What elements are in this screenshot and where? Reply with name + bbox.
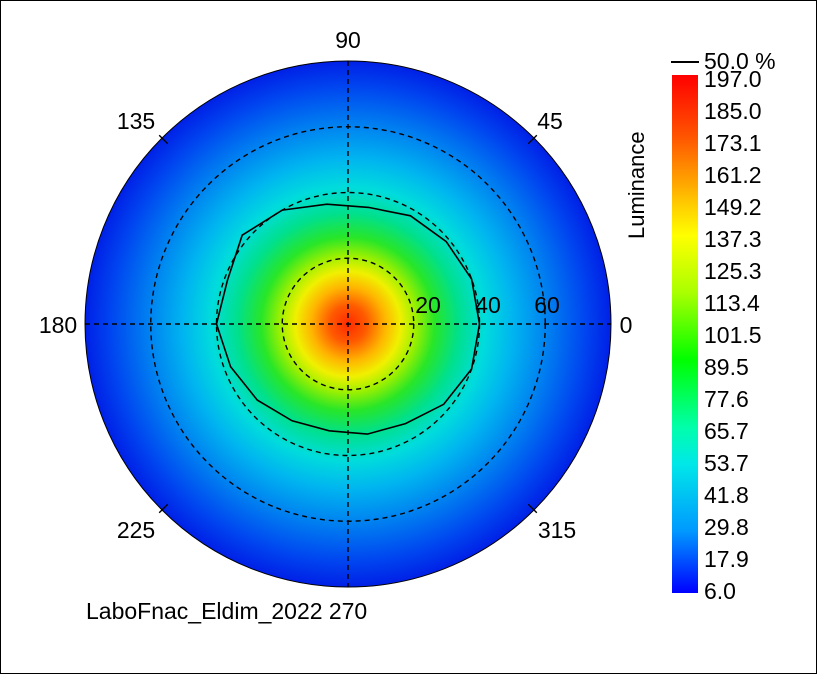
colorbar-tick-1: 185.0	[704, 98, 762, 124]
angle-label-270: 270	[329, 598, 367, 624]
angle-label-135: 135	[117, 108, 155, 134]
angular-tick-labels: 90 135 45 180 0 225 315 270	[39, 27, 633, 624]
colorbar-tick-2: 173.1	[704, 130, 762, 156]
radial-label-40: 40	[475, 292, 501, 318]
colorbar-tick-11: 65.7	[704, 418, 749, 444]
colorbar-tick-3: 161.2	[704, 162, 762, 188]
colorbar-tick-0: 197.0	[704, 66, 762, 92]
radial-label-60: 60	[534, 292, 560, 318]
angle-tick-135	[158, 134, 169, 145]
colorbar-tick-4: 149.2	[704, 194, 762, 220]
colorbar-tick-16: 6.0	[704, 578, 736, 604]
colorbar-tick-8: 101.5	[704, 322, 762, 348]
angle-tick-225	[158, 503, 169, 514]
colorbar-tick-15: 17.9	[704, 546, 749, 572]
angle-label-90: 90	[335, 27, 361, 53]
radial-label-20: 20	[415, 292, 441, 318]
angle-label-315: 315	[538, 517, 576, 543]
polar-grid	[85, 61, 611, 587]
contour-line-50-percent	[215, 203, 481, 435]
grid-circle-40	[215, 191, 481, 457]
colorbar-tick-5: 137.3	[704, 226, 762, 252]
contour-legend-label: 50.0 %	[704, 48, 776, 74]
colorbar-tick-13: 41.8	[704, 482, 749, 508]
colorbar	[672, 75, 698, 593]
colorbar-tick-6: 125.3	[704, 258, 762, 284]
angle-label-225: 225	[117, 517, 155, 543]
colorbar-tick-9: 89.5	[704, 354, 749, 380]
colorbar-label: Luminance	[624, 131, 649, 239]
radial-tick-labels: 20 40 60	[415, 292, 560, 318]
colorbar-tick-14: 29.8	[704, 514, 749, 540]
angle-label-0: 0	[620, 312, 633, 338]
colorbar-tick-10: 77.6	[704, 386, 749, 412]
footnote-label: LaboFnac_Eldim_2022	[86, 598, 323, 624]
colorbar-tick-12: 53.7	[704, 450, 749, 476]
colorbar-tick-labels: 197.0 185.0 173.1 161.2 149.2 137.3 125.3 113.4…	[704, 66, 762, 604]
angle-tick-315	[527, 503, 538, 514]
angle-label-180: 180	[39, 312, 77, 338]
angle-label-45: 45	[537, 108, 563, 134]
angle-tick-45	[527, 134, 538, 145]
colorbar-tick-7: 113.4	[704, 290, 760, 316]
